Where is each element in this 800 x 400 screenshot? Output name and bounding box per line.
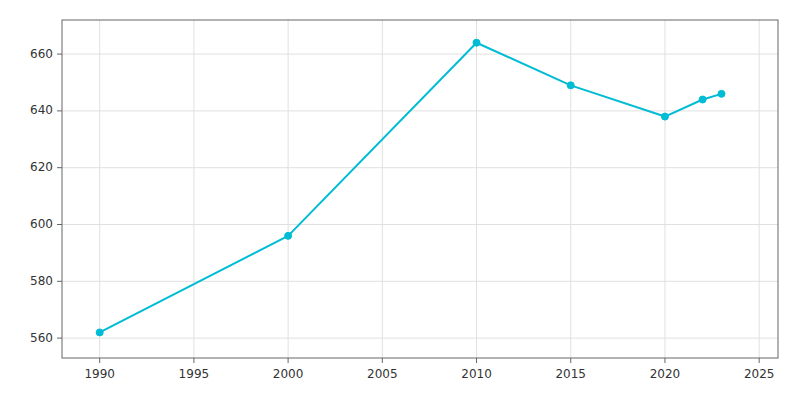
x-tick-label: 2015 [555,367,586,381]
y-tick-label: 620 [30,160,53,174]
y-grid-line [62,281,778,282]
y-grid-line [62,110,778,111]
x-tick-label: 1995 [179,367,210,381]
y-tick [57,281,62,282]
x-tick [664,358,665,363]
point [567,82,574,89]
x-tick [99,358,100,363]
y-grid-line [62,224,778,225]
y-tick [57,110,62,111]
chart-container: 560 580 600 620 640 660 1990 1995 2000 2005 2010 20… [0,0,800,400]
x-tick [759,358,760,363]
x-grid-line [759,20,760,358]
grid [62,20,778,358]
y-tick-label: 560 [30,331,53,345]
x-tick [476,358,477,363]
x-tick-label: 2010 [461,367,492,381]
y-grid-line [62,167,778,168]
line [100,43,722,333]
y-tick-label: 580 [30,274,53,288]
x-tick-label: 2000 [273,367,304,381]
x-grid-line [664,20,665,358]
x-grid-line [382,20,383,358]
plot-area [62,20,778,358]
point [96,329,103,336]
y-tick-label: 640 [30,103,53,117]
x-grid-line [288,20,289,358]
y-tick [57,54,62,55]
x-tick-label: 2025 [744,367,775,381]
x-grid-line [476,20,477,358]
y-tick [57,167,62,168]
x-tick-label: 1990 [84,367,115,381]
x-tick [193,358,194,363]
data-layer [96,39,725,336]
chart: 560 580 600 620 640 660 1990 1995 2000 2005 2010 20… [0,0,800,400]
x-tick [288,358,289,363]
point [285,232,292,239]
y-tick-label: 600 [30,217,53,231]
axes: 560 580 600 620 640 660 1990 1995 2000 2005 2010 20… [30,20,778,381]
x-tick-label: 2020 [650,367,681,381]
x-grid-line [193,20,194,358]
point [699,96,706,103]
x-grid-line [99,20,100,358]
y-tick-label: 660 [30,47,53,61]
x-tick-label: 2005 [367,367,398,381]
x-grid-line [570,20,571,358]
y-tick [57,224,62,225]
point [718,90,725,97]
plot-frame [62,20,778,358]
x-tick [382,358,383,363]
y-grid-line [62,338,778,339]
point [473,39,480,46]
point [661,113,668,120]
x-tick [570,358,571,363]
y-grid-line [62,54,778,55]
y-tick [57,338,62,339]
